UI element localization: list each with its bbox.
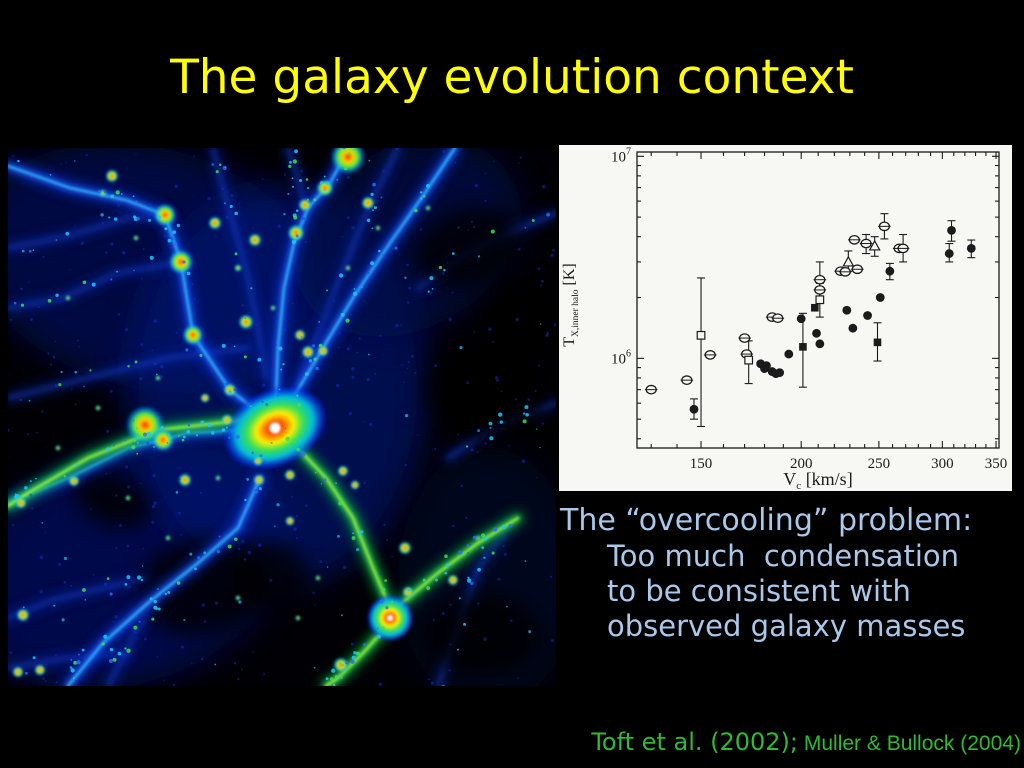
body-line: to be consistent with [607, 574, 911, 608]
svg-text:Vc [km/s]: Vc [km/s] [783, 469, 852, 491]
citation-toft: Toft et al. (2002); [591, 728, 799, 756]
svg-text:350: 350 [985, 456, 1008, 472]
overcooling-heading: The “overcooling” problem: [560, 503, 973, 538]
cosmic-web-simulation-image [8, 148, 556, 686]
body-text-block: The “overcooling” problem: Too much cond… [560, 503, 1020, 644]
scatter-plot-panel: 150 200 250 300 350 106 107 Vc [km/s] TX,inner h… [559, 145, 1012, 491]
svg-text:250: 250 [868, 456, 891, 472]
simulation-density-map [8, 148, 556, 686]
body-line: observed galaxy masses [607, 609, 966, 643]
svg-text:107: 107 [611, 146, 631, 165]
temperature-vs-velocity-scatter-chart: 150 200 250 300 350 106 107 Vc [km/s] TX,inner h… [561, 146, 1008, 491]
svg-text:300: 300 [931, 456, 954, 472]
svg-text:TX,inner halo [K]: TX,inner halo [K] [561, 263, 581, 347]
svg-text:150: 150 [690, 456, 713, 472]
citation-line: Toft et al. (2002); Muller & Bullock (20… [571, 709, 1021, 768]
svg-text:106: 106 [611, 348, 631, 367]
svg-text:200: 200 [790, 456, 813, 472]
body-line: Too much condensation [607, 539, 960, 573]
citation-muller-bullock: Muller & Bullock (2004) [798, 732, 1021, 755]
slide-title: The galaxy evolution context [170, 50, 854, 105]
